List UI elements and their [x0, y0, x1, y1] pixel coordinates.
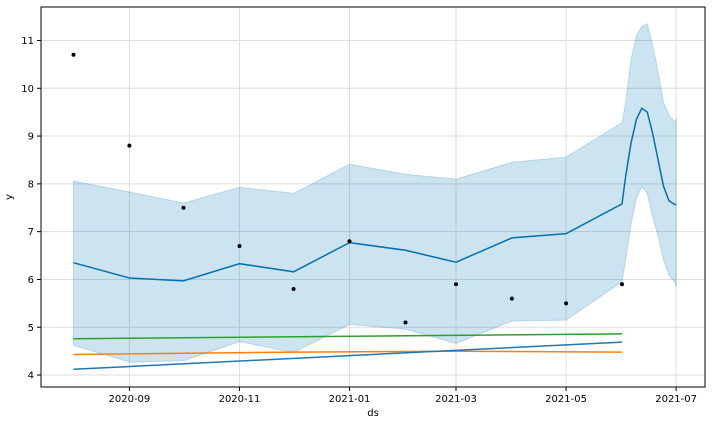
x-tick-label: 2020-11	[219, 394, 261, 405]
uncertainty-band-layer	[73, 23, 677, 363]
observed-points-layer	[71, 52, 624, 325]
y-axis-label: y	[4, 194, 15, 200]
observed-point	[454, 282, 458, 287]
x-tick-label: 2021-01	[329, 394, 371, 405]
y-tick-label: 5	[28, 323, 34, 334]
x-tick-label: 2021-03	[435, 394, 477, 405]
y-tick-label: 11	[21, 36, 34, 47]
observed-point	[564, 301, 569, 306]
observed-point	[127, 143, 132, 148]
plot-frame	[40, 6, 706, 388]
uncertainty-band	[73, 23, 677, 363]
x-axis: 2020-09 2020-11 2021-01 2021-03 2021-05 2021-…	[109, 387, 697, 405]
observed-point	[509, 296, 514, 301]
x-tick-label: 2021-07	[655, 394, 697, 405]
y-tick-label: 7	[28, 227, 34, 238]
observed-point	[71, 52, 76, 57]
observed-point	[291, 287, 296, 291]
observed-point	[237, 244, 242, 248]
observed-point	[403, 320, 408, 325]
y-tick-label: 4	[28, 371, 34, 382]
x-tick-label: 2020-09	[109, 394, 151, 405]
series-line-1	[73, 350, 623, 356]
y-tick-label: 8	[28, 179, 34, 190]
series-line-0	[73, 333, 623, 340]
series-line-2	[73, 341, 623, 371]
y-tick-label: 6	[28, 275, 34, 286]
observed-point	[181, 205, 186, 210]
observed-point	[347, 239, 352, 244]
x-tick-label: 2021-05	[545, 394, 587, 405]
x-axis-label: ds	[367, 408, 379, 419]
y-tick-label: 9	[28, 132, 34, 143]
forecast-layer	[73, 107, 677, 282]
y-axis: 4 5 6 7 8 9 10 11	[21, 36, 41, 382]
forecast-line	[73, 107, 677, 282]
y-tick-label: 10	[21, 84, 34, 95]
series-layer	[73, 333, 623, 371]
observed-point	[620, 282, 624, 287]
